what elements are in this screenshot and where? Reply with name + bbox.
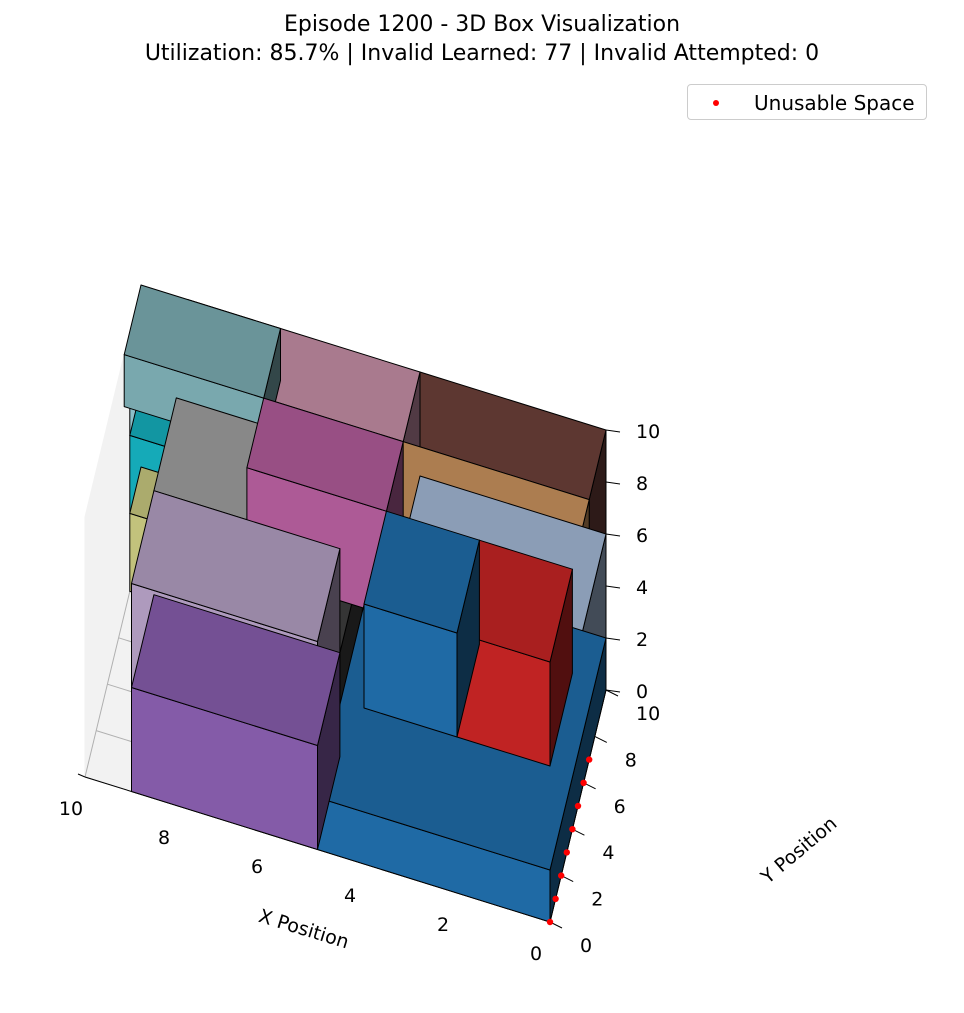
unusable-space-point xyxy=(586,756,593,763)
x-axis-label: X Position xyxy=(256,905,351,953)
legend: Unusable Space xyxy=(687,84,927,120)
chart-title: Episode 1200 - 3D Box Visualization xyxy=(283,12,681,37)
box-top-face xyxy=(131,594,341,746)
unusable-space-point xyxy=(574,802,582,810)
z-tick xyxy=(605,429,621,433)
unusable-space-markers xyxy=(546,756,593,926)
y-tick-label: 6 xyxy=(614,796,626,818)
y-tick-label: 8 xyxy=(625,749,637,771)
z-tick xyxy=(605,585,621,589)
y-tick-label: 10 xyxy=(636,703,660,725)
y-tick-label: 2 xyxy=(591,889,603,911)
box-top-face xyxy=(246,397,404,512)
z-tick xyxy=(605,689,621,693)
z-tick-label: 4 xyxy=(636,577,648,599)
legend-marker-unusable-space xyxy=(713,100,719,106)
x-tick-label: 6 xyxy=(251,856,263,878)
x-tick-label: 0 xyxy=(530,943,542,965)
box-3 xyxy=(456,539,573,767)
box-4 xyxy=(363,510,480,738)
box-9 xyxy=(131,594,341,850)
x-tick-label: 2 xyxy=(437,914,449,936)
z-tick xyxy=(605,637,621,641)
boxes xyxy=(123,284,607,923)
y-tick-label: 4 xyxy=(602,842,614,864)
z-tick xyxy=(605,481,621,485)
x-tick-label: 4 xyxy=(344,885,356,907)
y-tick-label: 0 xyxy=(580,935,592,957)
chart-subtitle: Utilization: 85.7% | Invalid Learned: 77… xyxy=(144,41,820,66)
z-tick-label: 10 xyxy=(636,421,660,443)
y-tick xyxy=(605,689,619,697)
unusable-space-point xyxy=(563,849,570,856)
box-top-face xyxy=(363,510,480,634)
x-tick-label: 8 xyxy=(158,827,170,849)
legend-label-unusable-space: Unusable Space xyxy=(754,91,915,115)
unusable-space-point xyxy=(558,872,565,879)
unusable-space-point xyxy=(580,779,587,786)
y-axis-label: Y Position xyxy=(756,813,841,889)
z-tick-label: 2 xyxy=(636,629,648,651)
y-tick xyxy=(594,735,608,743)
unusable-space-point xyxy=(546,918,554,926)
box-top-face xyxy=(123,284,281,399)
z-tick-label: 6 xyxy=(636,525,648,547)
x-tick-label: 10 xyxy=(59,798,83,820)
z-tick xyxy=(605,533,621,537)
unusable-space-point xyxy=(569,826,576,833)
z-tick-label: 0 xyxy=(636,681,648,703)
z-tick-label: 8 xyxy=(636,473,648,495)
x-tick xyxy=(77,773,86,778)
unusable-space-point xyxy=(552,895,559,902)
box-top-face xyxy=(131,490,341,642)
